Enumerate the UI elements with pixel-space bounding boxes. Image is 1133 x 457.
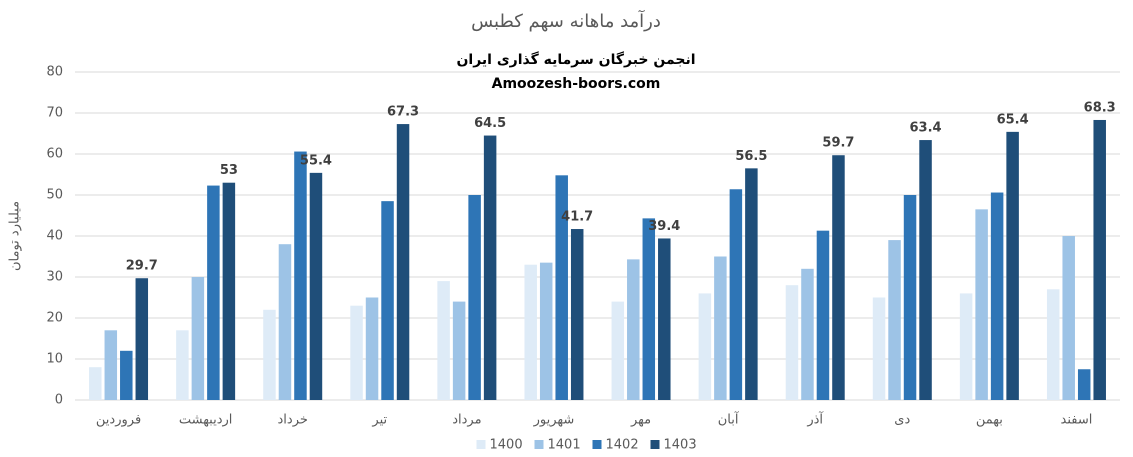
bar <box>191 277 205 400</box>
y-tick-label: 10 <box>46 352 63 367</box>
bar <box>539 262 553 400</box>
x-tick-label: مهر <box>630 413 651 428</box>
legend-label: 1403 <box>664 438 697 453</box>
data-label: 56.5 <box>735 149 767 164</box>
chart-subtitle: انجمن خبرگان سرمایه گذاری ایران <box>456 51 695 68</box>
legend-swatch <box>650 440 660 449</box>
bar <box>452 301 466 400</box>
bar <box>1062 236 1075 400</box>
bar <box>1077 369 1091 400</box>
legend-label: 1400 <box>490 438 523 453</box>
legend-label: 1402 <box>606 438 639 453</box>
bar <box>1093 119 1106 400</box>
bar <box>729 189 743 400</box>
bar <box>294 151 307 400</box>
bar <box>816 230 830 400</box>
y-tick-label: 30 <box>46 270 63 285</box>
y-axis-label: میلیارد تومان <box>8 201 23 271</box>
bar <box>627 259 640 400</box>
y-tick-label: 70 <box>46 106 63 121</box>
y-tick-label: 60 <box>46 147 63 162</box>
data-label: 59.7 <box>822 136 854 151</box>
bar <box>714 256 727 400</box>
bar <box>658 238 671 400</box>
bar <box>468 195 481 400</box>
bar <box>975 209 988 400</box>
data-label: 68.3 <box>1084 100 1116 115</box>
x-tick-label: خرداد <box>278 413 308 428</box>
bar <box>611 301 625 400</box>
data-label: 55.4 <box>300 153 332 168</box>
bar <box>698 293 712 400</box>
x-tick-label: اردیبهشت <box>179 413 233 428</box>
data-label: 64.5 <box>474 116 506 131</box>
bar <box>903 195 917 400</box>
x-tick-label: آذر <box>806 411 824 428</box>
y-tick-label: 20 <box>46 311 63 326</box>
bar <box>222 182 236 400</box>
x-tick-label: بهمن <box>976 413 1003 428</box>
bar <box>437 281 450 400</box>
x-tick-label: شهریور <box>533 413 575 428</box>
bar <box>207 185 220 400</box>
x-tick-label: مرداد <box>452 413 481 428</box>
bar <box>785 285 799 400</box>
bar <box>745 168 758 400</box>
data-label: 67.3 <box>387 105 419 120</box>
x-tick-label: اسفند <box>1061 413 1093 428</box>
bar <box>1046 289 1060 400</box>
bar <box>872 297 886 400</box>
bar <box>350 305 363 400</box>
bar <box>570 229 584 400</box>
bar <box>176 330 189 400</box>
x-tick-label: فروردین <box>96 413 141 428</box>
bar <box>309 172 323 400</box>
data-label: 41.7 <box>561 210 593 225</box>
data-label: 39.4 <box>648 219 680 234</box>
bar <box>396 124 410 400</box>
bar <box>642 218 656 400</box>
data-label: 63.4 <box>910 121 942 136</box>
legend-label: 1401 <box>548 438 581 453</box>
chart-annotation: Amoozesh-boors.com <box>492 76 661 92</box>
data-label: 65.4 <box>997 112 1029 127</box>
chart-title: درآمد ماهانه سهم کطبس <box>471 9 661 32</box>
x-tick-label: آبان <box>718 411 740 428</box>
bar <box>483 135 497 401</box>
bar <box>990 192 1004 400</box>
bar <box>263 309 276 400</box>
y-tick-label: 50 <box>46 188 63 203</box>
bar <box>888 240 901 400</box>
x-tick-label: تیر <box>371 413 387 428</box>
legend-swatch <box>592 440 602 449</box>
bar <box>120 350 133 400</box>
y-tick-label: 40 <box>46 229 63 244</box>
bar <box>365 297 379 400</box>
bar <box>801 268 814 400</box>
bar <box>104 330 118 400</box>
data-label: 29.7 <box>126 259 158 274</box>
legend-swatch <box>476 440 486 449</box>
bar <box>135 278 149 400</box>
bar <box>919 140 932 400</box>
y-tick-label: 0 <box>55 393 63 408</box>
bar <box>524 264 537 400</box>
data-label: 53 <box>220 163 238 178</box>
y-tick-label: 80 <box>46 65 63 80</box>
x-tick-label: دی <box>894 413 910 428</box>
bar <box>959 293 973 400</box>
bar <box>555 175 568 400</box>
legend-swatch <box>534 440 544 449</box>
bar <box>278 244 292 400</box>
bar <box>89 367 102 400</box>
bar <box>832 155 845 400</box>
bar <box>1006 131 1019 401</box>
bar <box>381 201 394 400</box>
